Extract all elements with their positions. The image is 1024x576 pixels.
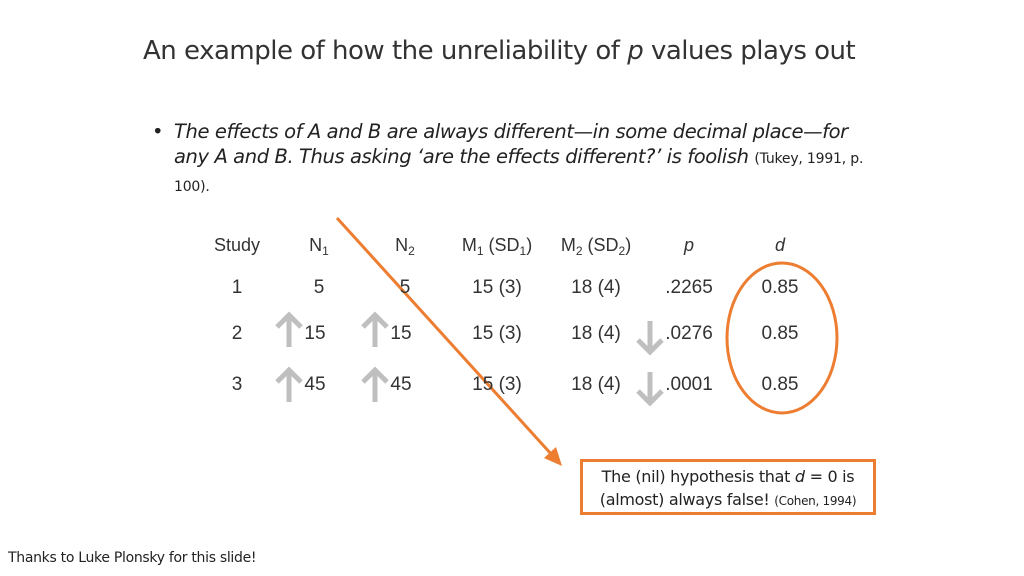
table-cell-study: 3 xyxy=(231,374,243,395)
d-column-highlight-ellipse xyxy=(725,261,839,415)
table-cell-d: 0.85 xyxy=(761,374,799,395)
table-cell-d: 0.85 xyxy=(761,323,799,344)
table-cell-study: 2 xyxy=(231,323,243,344)
callout-pointer-arrow xyxy=(335,216,562,466)
table-cell-n1: 45 xyxy=(304,374,326,395)
arrow-up-icon xyxy=(361,311,389,347)
table-cell-p: .0001 xyxy=(665,374,713,395)
header-n1: N1 xyxy=(309,235,329,258)
slide-footer-credit: Thanks to Luke Plonsky for this slide! xyxy=(8,550,257,566)
table-cell-study: 1 xyxy=(231,277,243,298)
table-cell-m2: 18 (4) xyxy=(571,323,621,344)
slide-title: An example of how the unreliability of p… xyxy=(143,36,856,66)
table-cell-n1: 15 xyxy=(304,323,326,344)
cohen-citation: (Cohen, 1994) xyxy=(774,494,857,508)
tukey-quote-text: The effects of A and B are always differ… xyxy=(174,120,864,195)
header-n2: N2 xyxy=(395,235,415,258)
table-cell-m1: 15 (3) xyxy=(472,277,522,298)
tukey-quote-bullet: • The effects of A and B are always diff… xyxy=(152,119,872,200)
table-cell-n2: 15 xyxy=(390,323,412,344)
arrow-up-icon xyxy=(275,311,303,347)
table-cell-m2: 18 (4) xyxy=(571,374,621,395)
callout-line-1: The (nil) hypothesis that d = 0 is xyxy=(601,467,855,486)
table-cell-p: .2265 xyxy=(665,277,713,298)
bullet-marker: • xyxy=(152,120,164,143)
table-cell-n2: 45 xyxy=(390,374,412,395)
arrow-up-icon xyxy=(275,366,303,402)
header-p: p xyxy=(683,235,695,255)
tukey-citation: (Tukey, 1991, p. 100). xyxy=(174,151,864,195)
table-cell-p: .0276 xyxy=(665,323,713,344)
table-cell-d: 0.85 xyxy=(761,277,799,298)
arrow-down-icon xyxy=(636,372,664,407)
title-p-symbol: p xyxy=(627,36,644,66)
table-cell-m1: 15 (3) xyxy=(472,374,522,395)
header-study: Study xyxy=(213,235,261,255)
header-m2-sd2: M2 (SD2) xyxy=(560,235,632,258)
arrow-down-icon xyxy=(636,321,664,356)
table-cell-m2: 18 (4) xyxy=(571,277,621,298)
table-cell-n1: 5 xyxy=(313,277,325,298)
cohen-callout-box: The (nil) hypothesis that d = 0 is (almo… xyxy=(580,459,876,515)
table-cell-n2: 5 xyxy=(399,277,411,298)
callout-line-2: (almost) always false! (Cohen, 1994) xyxy=(599,490,857,509)
header-d: d xyxy=(774,235,786,255)
table-cell-m1: 15 (3) xyxy=(472,323,522,344)
arrow-up-icon xyxy=(361,366,389,402)
header-m1-sd1: M1 (SD1) xyxy=(461,235,533,258)
